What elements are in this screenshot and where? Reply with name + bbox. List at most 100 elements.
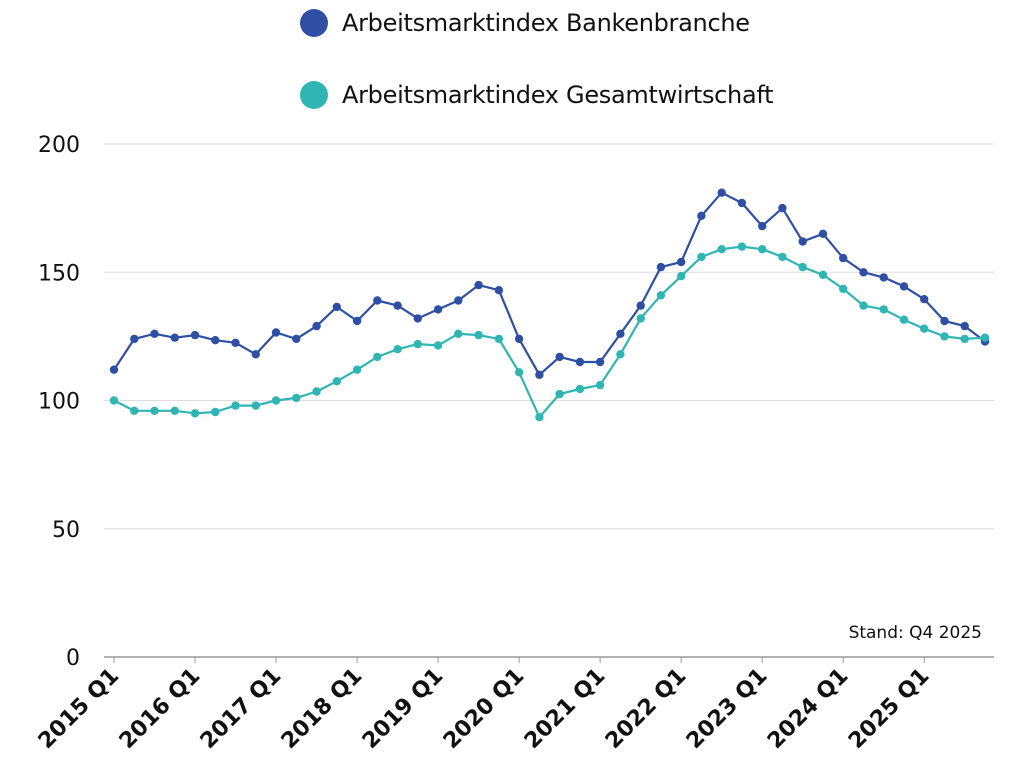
x-tick-label: 2024 Q1 — [763, 664, 853, 754]
data-point-gesamtwirtschaft — [656, 291, 666, 300]
data-point-gesamtwirtschaft — [839, 284, 848, 294]
data-point-gesamtwirtschaft — [960, 334, 969, 344]
data-point-gesamtwirtschaft — [980, 333, 990, 342]
data-point-gesamtwirtschaft — [231, 401, 240, 410]
data-point-bankenbranche — [109, 365, 119, 374]
x-tick-label: 2015 Q1 — [34, 664, 124, 754]
data-point-gesamtwirtschaft — [575, 384, 585, 394]
y-tick-label: 100 — [38, 390, 80, 415]
data-point-gesamtwirtschaft — [413, 339, 422, 349]
data-point-bankenbranche — [494, 286, 504, 295]
data-point-gesamtwirtschaft — [595, 380, 605, 390]
data-point-gesamtwirtschaft — [940, 332, 949, 341]
x-tick-label: 2023 Q1 — [682, 664, 772, 754]
series-line-bankenbranche — [113, 191, 986, 376]
data-point-gesamtwirtschaft — [494, 334, 504, 344]
data-point-bankenbranche — [616, 329, 625, 338]
data-point-bankenbranche — [514, 334, 524, 344]
data-point-gesamtwirtschaft — [454, 329, 463, 338]
data-point-gesamtwirtschaft — [535, 413, 544, 422]
data-point-gesamtwirtschaft — [312, 387, 321, 396]
y-tick-label: 0 — [66, 646, 80, 671]
data-point-bankenbranche — [656, 262, 666, 272]
data-point-gesamtwirtschaft — [778, 252, 787, 262]
data-point-gesamtwirtschaft — [697, 252, 706, 262]
data-point-bankenbranche — [798, 237, 807, 246]
data-point-bankenbranche — [595, 357, 605, 367]
data-point-bankenbranche — [636, 301, 645, 310]
y-axis: 0 50 100 150 200 — [38, 133, 80, 671]
data-point-bankenbranche — [758, 221, 767, 231]
data-point-bankenbranche — [677, 257, 686, 267]
data-point-bankenbranche — [737, 198, 747, 208]
data-point-bankenbranche — [292, 334, 301, 344]
note-label: Stand: Q4 2025 — [849, 623, 982, 643]
data-point-gesamtwirtschaft — [109, 396, 119, 405]
data-point-gesamtwirtschaft — [170, 406, 179, 415]
data-point-bankenbranche — [899, 282, 909, 291]
x-tick-label: 2022 Q1 — [601, 664, 691, 754]
data-point-gesamtwirtschaft — [717, 245, 726, 254]
data-point-gesamtwirtschaft — [899, 315, 909, 324]
y-tick-label: 50 — [52, 518, 80, 543]
data-point-bankenbranche — [150, 329, 159, 338]
series-points — [109, 188, 990, 422]
data-point-bankenbranche — [535, 370, 544, 379]
data-point-bankenbranche — [413, 314, 422, 323]
data-point-bankenbranche — [231, 338, 240, 347]
data-point-bankenbranche — [251, 350, 260, 359]
data-point-bankenbranche — [717, 188, 726, 197]
x-tick-label: 2019 Q1 — [358, 664, 448, 754]
series-lines — [113, 191, 986, 419]
data-point-gesamtwirtschaft — [292, 393, 301, 403]
data-point-gesamtwirtschaft — [879, 305, 888, 314]
data-point-bankenbranche — [352, 316, 362, 326]
data-point-bankenbranche — [839, 253, 848, 263]
data-point-bankenbranche — [332, 302, 341, 312]
legend-swatch-bankenbranche — [300, 9, 328, 37]
x-tick-label: 2018 Q1 — [277, 664, 367, 754]
legend-label-bankenbranche: Arbeitsmarktindex Bankenbranche — [342, 9, 750, 37]
data-point-bankenbranche — [879, 273, 888, 282]
data-point-bankenbranche — [393, 301, 402, 310]
data-point-gesamtwirtschaft — [352, 365, 362, 374]
data-point-gesamtwirtschaft — [373, 352, 382, 362]
data-point-gesamtwirtschaft — [677, 271, 686, 281]
data-point-gesamtwirtschaft — [758, 245, 767, 254]
data-point-gesamtwirtschaft — [211, 407, 220, 417]
data-point-bankenbranche — [211, 336, 220, 345]
data-point-gesamtwirtschaft — [190, 409, 200, 418]
data-point-gesamtwirtschaft — [271, 396, 281, 405]
legend-swatch-gesamtwirtschaft — [300, 81, 328, 109]
data-point-bankenbranche — [433, 305, 443, 314]
legend-item-gesamtwirtschaft[interactable]: Arbeitsmarktindex Gesamtwirtschaft — [300, 78, 774, 112]
data-point-gesamtwirtschaft — [514, 368, 524, 377]
data-point-gesamtwirtschaft — [818, 270, 828, 279]
x-tick-label: 2017 Q1 — [196, 664, 286, 754]
data-point-gesamtwirtschaft — [737, 242, 747, 251]
data-point-gesamtwirtschaft — [474, 330, 483, 340]
data-point-bankenbranche — [454, 296, 463, 305]
data-point-bankenbranche — [920, 295, 929, 304]
data-point-gesamtwirtschaft — [433, 341, 443, 350]
data-point-gesamtwirtschaft — [798, 262, 807, 272]
x-tick-label: 2025 Q1 — [844, 664, 934, 754]
grid-lines — [104, 143, 994, 658]
data-point-bankenbranche — [960, 321, 969, 331]
data-point-bankenbranche — [778, 203, 787, 213]
data-point-bankenbranche — [190, 330, 200, 340]
data-point-bankenbranche — [940, 316, 949, 326]
data-point-bankenbranche — [859, 268, 868, 277]
x-tick-label: 2020 Q1 — [439, 664, 529, 754]
data-point-bankenbranche — [271, 328, 281, 337]
legend: Arbeitsmarktindex Bankenbranche Arbeitsm… — [300, 6, 774, 150]
data-point-gesamtwirtschaft — [251, 401, 260, 410]
data-point-gesamtwirtschaft — [859, 301, 868, 310]
x-tick-label: 2021 Q1 — [520, 664, 610, 754]
data-point-gesamtwirtschaft — [150, 406, 159, 415]
data-point-bankenbranche — [312, 321, 321, 331]
legend-label-gesamtwirtschaft: Arbeitsmarktindex Gesamtwirtschaft — [342, 81, 774, 109]
legend-item-bankenbranche[interactable]: Arbeitsmarktindex Bankenbranche — [300, 6, 773, 40]
